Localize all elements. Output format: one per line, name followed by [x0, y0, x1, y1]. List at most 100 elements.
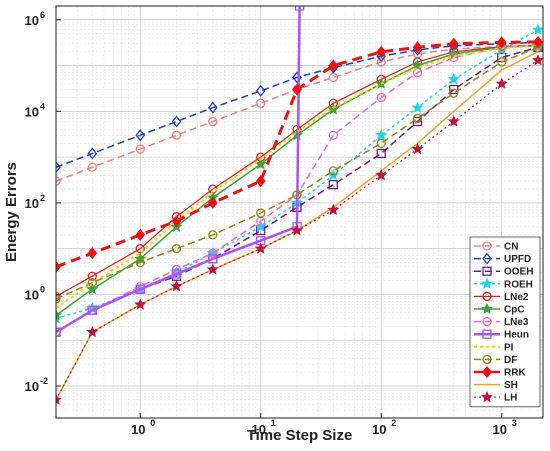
series-line — [56, 46, 539, 300]
data-point — [376, 50, 387, 63]
series-lh — [56, 54, 543, 405]
data-point — [86, 282, 99, 295]
data-point — [256, 98, 266, 108]
data-point — [375, 129, 388, 141]
legend-entry-pi: PI — [474, 342, 514, 353]
legend-label: SH — [504, 380, 518, 391]
legend-label: CpC — [504, 305, 525, 316]
legend-marker — [482, 241, 492, 251]
legend-entry-cpc: CpC — [474, 302, 525, 316]
data-point — [256, 208, 266, 218]
data-point — [171, 130, 182, 140]
y-tick-label: 10 — [25, 379, 39, 394]
legend-label: Heun — [504, 330, 529, 341]
data-point — [208, 230, 218, 240]
legend-marker — [481, 390, 493, 403]
legend-entry-rrk: RRK — [474, 365, 526, 379]
data-point — [496, 36, 507, 49]
y-axis-label: Energy Errors — [3, 162, 20, 262]
legend-label: DF — [504, 355, 517, 366]
data-point — [449, 88, 459, 98]
data-point — [292, 190, 302, 200]
data-point — [135, 144, 145, 154]
series-heun — [56, 6, 305, 337]
data-point — [255, 175, 266, 188]
data-point — [411, 101, 424, 113]
legend-entry-lne3: LNe3 — [474, 316, 529, 328]
data-point — [376, 57, 386, 67]
legend-marker — [482, 354, 492, 365]
legend-entry-cn: CN — [474, 241, 518, 253]
data-point — [532, 23, 543, 36]
legend-marker — [482, 316, 492, 327]
legend-label: UPFD — [504, 254, 531, 265]
data-point — [56, 161, 61, 174]
data-point — [171, 115, 182, 128]
x-tick-label: 10 — [372, 422, 386, 437]
data-point — [56, 260, 61, 273]
data-point — [208, 248, 218, 258]
data-point — [448, 37, 459, 50]
data-point — [327, 203, 340, 216]
y-tick-exponent: -2 — [40, 376, 48, 386]
data-point — [87, 278, 97, 288]
data-point — [497, 57, 507, 67]
data-point — [327, 103, 340, 115]
legend-label: PI — [504, 342, 514, 353]
data-point — [449, 84, 459, 95]
plot-frame — [55, 5, 544, 419]
data-point — [56, 176, 61, 186]
x-tick-exponent: 2 — [391, 418, 396, 428]
data-point — [208, 116, 218, 127]
legend-entry-lne2: LNe2 — [474, 291, 529, 303]
legend-marker — [481, 302, 493, 315]
data-point — [87, 162, 97, 172]
data-point — [207, 196, 218, 209]
y-tick-exponent: 0 — [40, 284, 45, 294]
legend-marker — [481, 277, 493, 289]
data-point — [328, 180, 338, 190]
data-point — [56, 393, 62, 405]
data-point — [254, 242, 267, 254]
legend-label: OOEH — [504, 267, 533, 278]
legend-label: LNe3 — [504, 317, 529, 328]
legend-box — [469, 236, 541, 408]
data-point — [208, 254, 218, 264]
legend-label: RRK — [504, 368, 526, 379]
legend-marker — [482, 365, 492, 379]
y-tick-exponent: 4 — [40, 101, 45, 111]
data-point — [171, 215, 182, 228]
data-point — [171, 269, 182, 279]
data-point — [206, 263, 219, 275]
legend-label: CN — [504, 242, 518, 253]
x-tick-exponent: 3 — [512, 418, 517, 428]
legend-entry-df: DF — [474, 354, 517, 366]
y-tick-exponent: 2 — [40, 193, 45, 203]
legend-label: ROEH — [504, 279, 533, 290]
data-point — [255, 84, 266, 97]
series-rrk — [56, 35, 543, 273]
data-point — [254, 220, 267, 232]
data-point — [170, 280, 183, 292]
data-point — [135, 284, 145, 294]
legend-label: LH — [504, 393, 517, 404]
x-tick-label: 10 — [493, 422, 507, 437]
data-point — [375, 169, 388, 181]
legend-entry-ooeh: OOEH — [474, 266, 533, 278]
data-point — [328, 166, 338, 176]
y-tick-label: 10 — [25, 13, 39, 28]
data-point — [135, 257, 145, 268]
data-point — [376, 92, 386, 103]
series-line — [56, 41, 539, 169]
axes: 10 0 10 1 10 2 10 310 -210 010 210 410 6 — [25, 5, 544, 437]
data-point — [294, 6, 305, 11]
x-tick-label: 10 — [251, 422, 265, 437]
legend-entry-upfd: UPFD — [474, 252, 531, 265]
data-point — [56, 327, 61, 337]
data-point — [292, 83, 302, 96]
legend-marker — [482, 266, 492, 276]
data-point — [86, 325, 99, 338]
